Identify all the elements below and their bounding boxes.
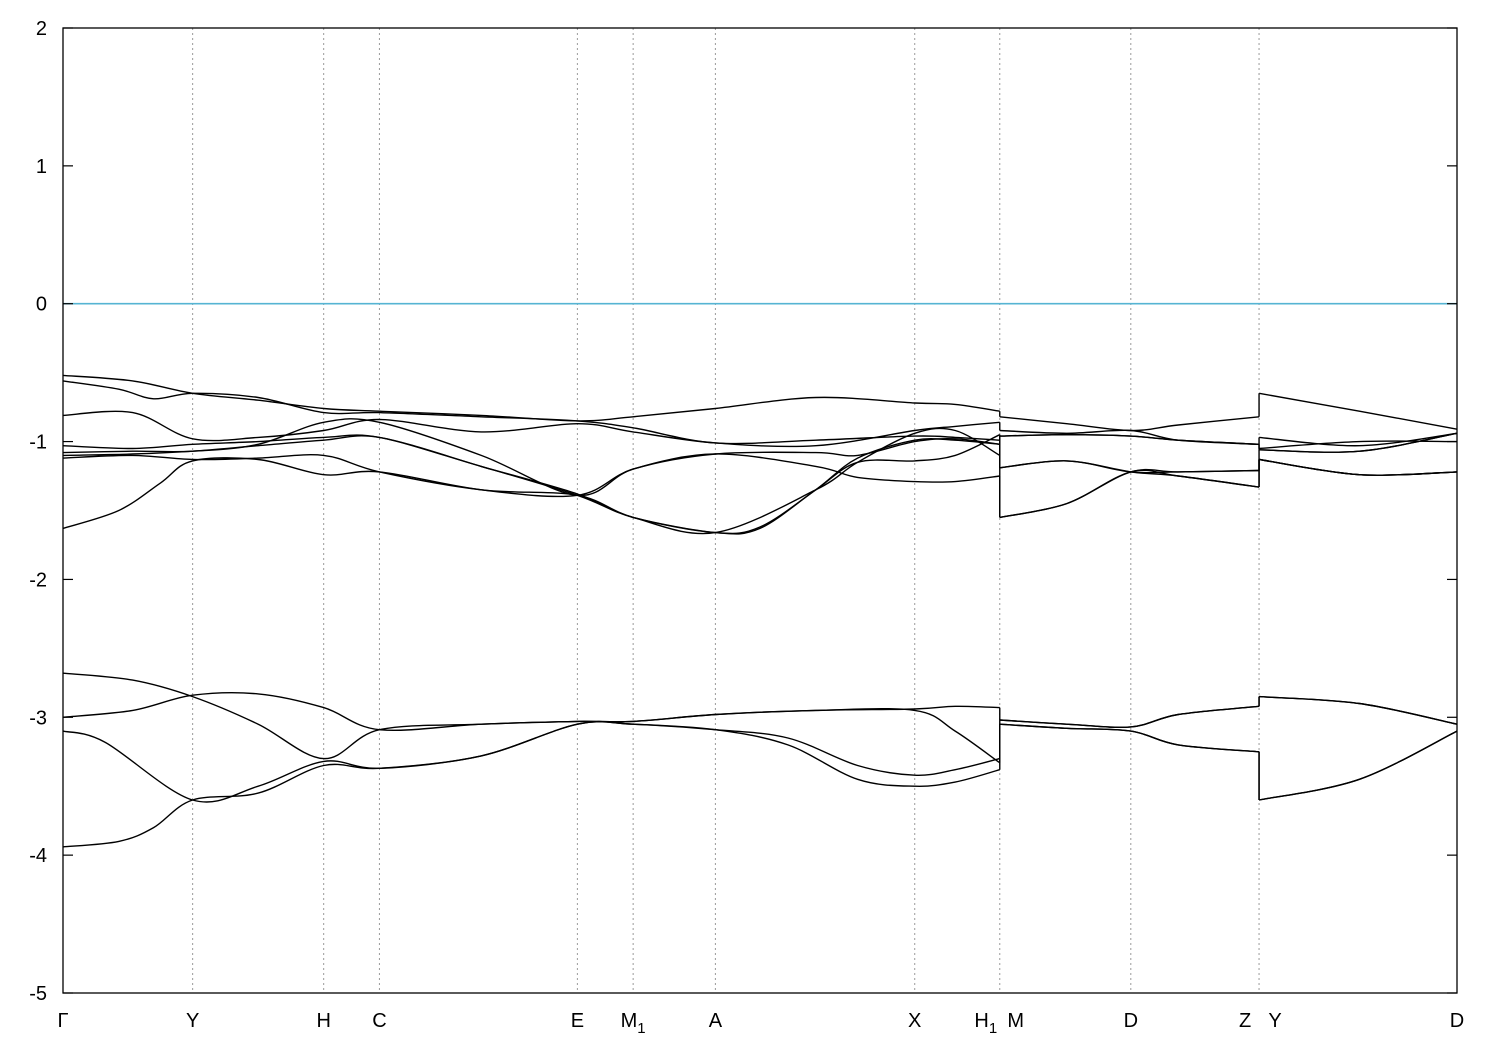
band-6-segment-1	[62, 434, 1001, 535]
band-11-segment-3	[1258, 730, 1458, 801]
plot-frame	[62, 27, 1458, 994]
band-11-segment-2	[999, 723, 1260, 753]
band-8-segment-1	[62, 427, 1001, 535]
band-12-segment-3	[1259, 695, 1458, 725]
kpoint-label: Y	[1268, 1010, 1281, 1032]
band-10-segment-1	[62, 691, 1001, 764]
kpoint-label: A	[709, 1010, 723, 1032]
kpoint-label: D	[1450, 1010, 1464, 1032]
y-tick-label: -1	[29, 432, 47, 454]
y-axis: 2 1 0 -1 -2 -3 -4 -5	[29, 18, 1457, 1005]
band-10-segment-3	[1258, 730, 1458, 801]
y-tick-label: -4	[29, 845, 47, 867]
band-4-segment-3	[1259, 432, 1458, 453]
kpoint-label: C	[372, 1010, 386, 1032]
band-3-segment-3	[1259, 440, 1458, 450]
kpoint-label: X	[908, 1010, 921, 1032]
kpoint-label: D	[1124, 1010, 1138, 1032]
y-tick-label: -2	[29, 569, 47, 591]
band-1-segment-2	[999, 416, 1260, 432]
bands	[62, 374, 1458, 848]
band-1-segment-1	[62, 374, 1000, 422]
kpoint-grid-lines	[192, 28, 1260, 993]
band-7-segment-2	[999, 434, 1260, 445]
kpoint-label: H	[316, 1010, 330, 1032]
band-8	[62, 427, 1458, 535]
band-9-segment-1	[62, 672, 1000, 760]
band-7-segment-1	[62, 437, 1000, 498]
band-2-segment-1	[62, 380, 1000, 445]
band-11-segment-1	[62, 720, 1000, 803]
kpoint-label: M	[1007, 1010, 1024, 1032]
band-6-segment-2	[999, 460, 1260, 488]
y-tick-label: -5	[29, 983, 47, 1005]
band-12	[62, 695, 1458, 848]
y-tick-label: 0	[36, 294, 47, 316]
band-8-segment-3	[1258, 458, 1458, 476]
band-8-segment-2	[999, 468, 1260, 519]
y-tick-label: 1	[36, 156, 47, 178]
y-tick-label: 2	[36, 18, 47, 40]
band-9	[62, 672, 1458, 760]
band-6	[62, 434, 1458, 535]
band-5	[62, 418, 1458, 519]
kpoint-label: Y	[186, 1010, 199, 1032]
kpoint-label: Z	[1239, 1010, 1251, 1032]
band-10-segment-2	[999, 723, 1260, 753]
kpoint-label: Γ	[57, 1010, 68, 1032]
x-axis-kpoint-labels: Γ Y H C E M1 A X H1 M D Z Y D	[57, 1010, 1464, 1037]
kpoint-label: E	[571, 1010, 584, 1032]
band-10	[62, 691, 1458, 801]
y-tick-label: -3	[29, 707, 47, 729]
band-1	[62, 374, 1458, 432]
band-1-segment-3	[1258, 392, 1458, 430]
kpoint-label: M1	[621, 1010, 646, 1037]
band-2-segment-3	[1259, 432, 1458, 447]
band-3-segment-1	[62, 410, 1000, 448]
band-12-segment-1	[62, 720, 1000, 848]
band-9-segment-3	[1259, 695, 1458, 725]
band-4	[62, 432, 1458, 535]
band-11	[62, 720, 1458, 803]
kpoint-label: H1	[974, 1010, 997, 1037]
band-12-segment-2	[999, 705, 1260, 729]
band-7-segment-3	[1259, 432, 1458, 453]
